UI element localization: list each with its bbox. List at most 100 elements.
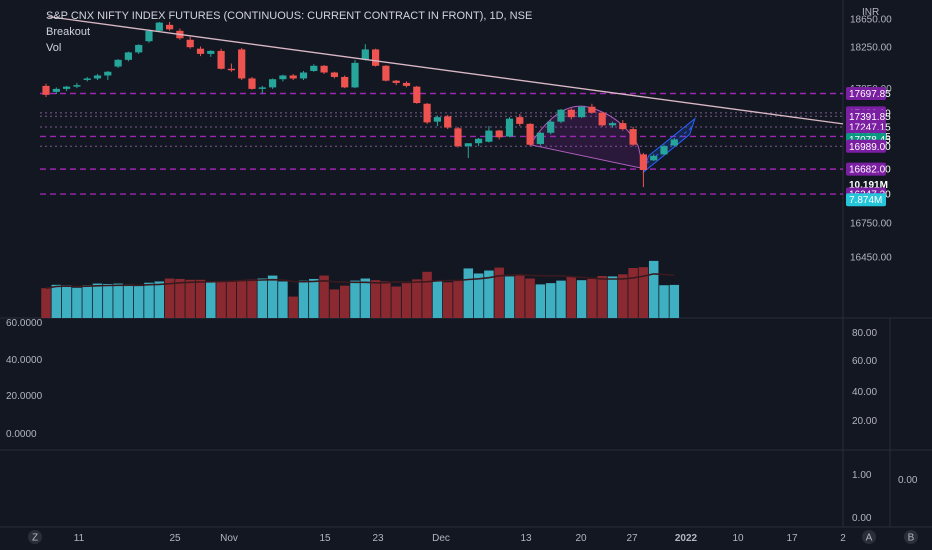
volume-bar <box>638 267 649 318</box>
candle <box>361 44 369 61</box>
candle-body <box>382 65 390 81</box>
volume-bar <box>41 288 51 318</box>
candle <box>52 87 60 95</box>
candle <box>258 85 266 94</box>
time-label: 11 <box>74 533 85 544</box>
price-tick-label: 16450.00 <box>850 253 892 264</box>
price-tick-label: 18250.00 <box>850 43 892 54</box>
candle-body <box>351 62 359 88</box>
indicator-vol[interactable]: Vol <box>46 42 62 54</box>
candle <box>639 152 647 188</box>
price-tag-label: 17391.85 <box>849 112 891 123</box>
volume-bar <box>298 280 309 318</box>
candle-body <box>361 49 369 60</box>
candle-body <box>258 87 266 89</box>
candle-body <box>526 123 534 145</box>
volume-bar <box>61 285 72 318</box>
volume-bar <box>278 281 288 318</box>
candle <box>124 51 132 62</box>
candle-body <box>423 103 431 123</box>
volume-bar <box>267 275 278 318</box>
candle <box>547 120 555 135</box>
volume-bar <box>587 278 597 318</box>
price-tag-label: 16682.00 <box>849 165 891 176</box>
symbol-title[interactable]: S&P CNX NIFTY INDEX FUTURES (CONTINUOUS:… <box>46 10 533 22</box>
osc1-right-tick: 40.00 <box>852 387 877 398</box>
time-label: 2 <box>840 533 846 544</box>
candle <box>536 132 544 146</box>
candle <box>433 115 441 127</box>
indicator-breakout[interactable]: Breakout <box>46 26 91 38</box>
volume-bar <box>288 296 298 318</box>
volume-bar <box>350 280 360 318</box>
osc2-value: 0.00 <box>898 475 918 486</box>
volume-ma-line <box>45 273 675 289</box>
osc1-right-tick: 80.00 <box>852 328 877 339</box>
volume-bar <box>309 278 319 318</box>
volume-bar <box>319 275 329 318</box>
volume-bar <box>113 283 123 318</box>
volume-bar <box>92 283 103 318</box>
candle <box>299 71 308 80</box>
candle <box>526 123 534 147</box>
volume-bar <box>103 283 113 318</box>
candle <box>114 59 122 69</box>
candle <box>83 76 91 82</box>
candle-body <box>248 78 256 89</box>
candle <box>166 21 174 31</box>
candle <box>207 50 215 57</box>
candle <box>650 154 658 162</box>
candle-body <box>42 85 50 95</box>
candle-body <box>135 44 143 53</box>
zoom-button[interactable] <box>28 530 42 544</box>
candle <box>372 48 380 67</box>
candle-body <box>608 123 617 126</box>
candle <box>135 44 143 54</box>
time-label: 15 <box>319 533 331 544</box>
candle <box>279 74 287 82</box>
candle <box>423 103 431 124</box>
time-axis[interactable]: 11 25 Nov 15 23 Dec 13 20 27 2022 10 17 2 Z A B <box>28 530 918 544</box>
candle <box>93 73 102 80</box>
volume-bar <box>669 284 680 318</box>
candle <box>578 105 586 118</box>
volume-bar <box>463 268 474 318</box>
scale-toggle-label: B <box>908 533 915 544</box>
trendline-segment <box>48 16 844 125</box>
volume-bar <box>628 268 638 318</box>
candle <box>217 48 225 70</box>
time-label: 20 <box>575 533 587 544</box>
candle-body <box>372 49 380 66</box>
candle <box>598 111 606 127</box>
candle <box>341 75 349 89</box>
scale-toggle-button[interactable] <box>904 530 918 544</box>
candle-body <box>104 71 112 76</box>
volume-bar <box>648 260 659 318</box>
price-tick-label: 16750.00 <box>850 219 892 230</box>
candle <box>495 129 503 140</box>
candle <box>516 114 524 127</box>
osc1-right-tick: 60.00 <box>852 356 877 367</box>
candle <box>248 76 256 90</box>
candle-body <box>227 68 235 71</box>
candle <box>42 83 50 98</box>
candle-body <box>598 112 606 126</box>
volume-bar <box>185 279 195 318</box>
volume-bar <box>381 281 391 318</box>
volume-bar <box>247 279 257 318</box>
candle-body <box>670 139 678 146</box>
scale-toggle-button[interactable] <box>862 530 876 544</box>
price-axis[interactable]: 18650.0018250.0017850.0016750.0016450.00… <box>846 7 892 264</box>
candle-body <box>629 129 637 145</box>
osc2-right-tick: 0.00 <box>852 513 872 524</box>
price-tag-bg <box>846 162 886 176</box>
volume-bar <box>442 282 453 318</box>
candle-body <box>505 118 514 137</box>
trendline[interactable] <box>48 16 844 125</box>
volume-bar <box>473 273 484 318</box>
price-tag-label: 7.874M <box>849 195 882 206</box>
price-tag-bg <box>846 87 886 101</box>
chart-legend: S&P CNX NIFTY INDEX FUTURES (CONTINUOUS:… <box>46 8 532 56</box>
candle <box>444 114 452 130</box>
